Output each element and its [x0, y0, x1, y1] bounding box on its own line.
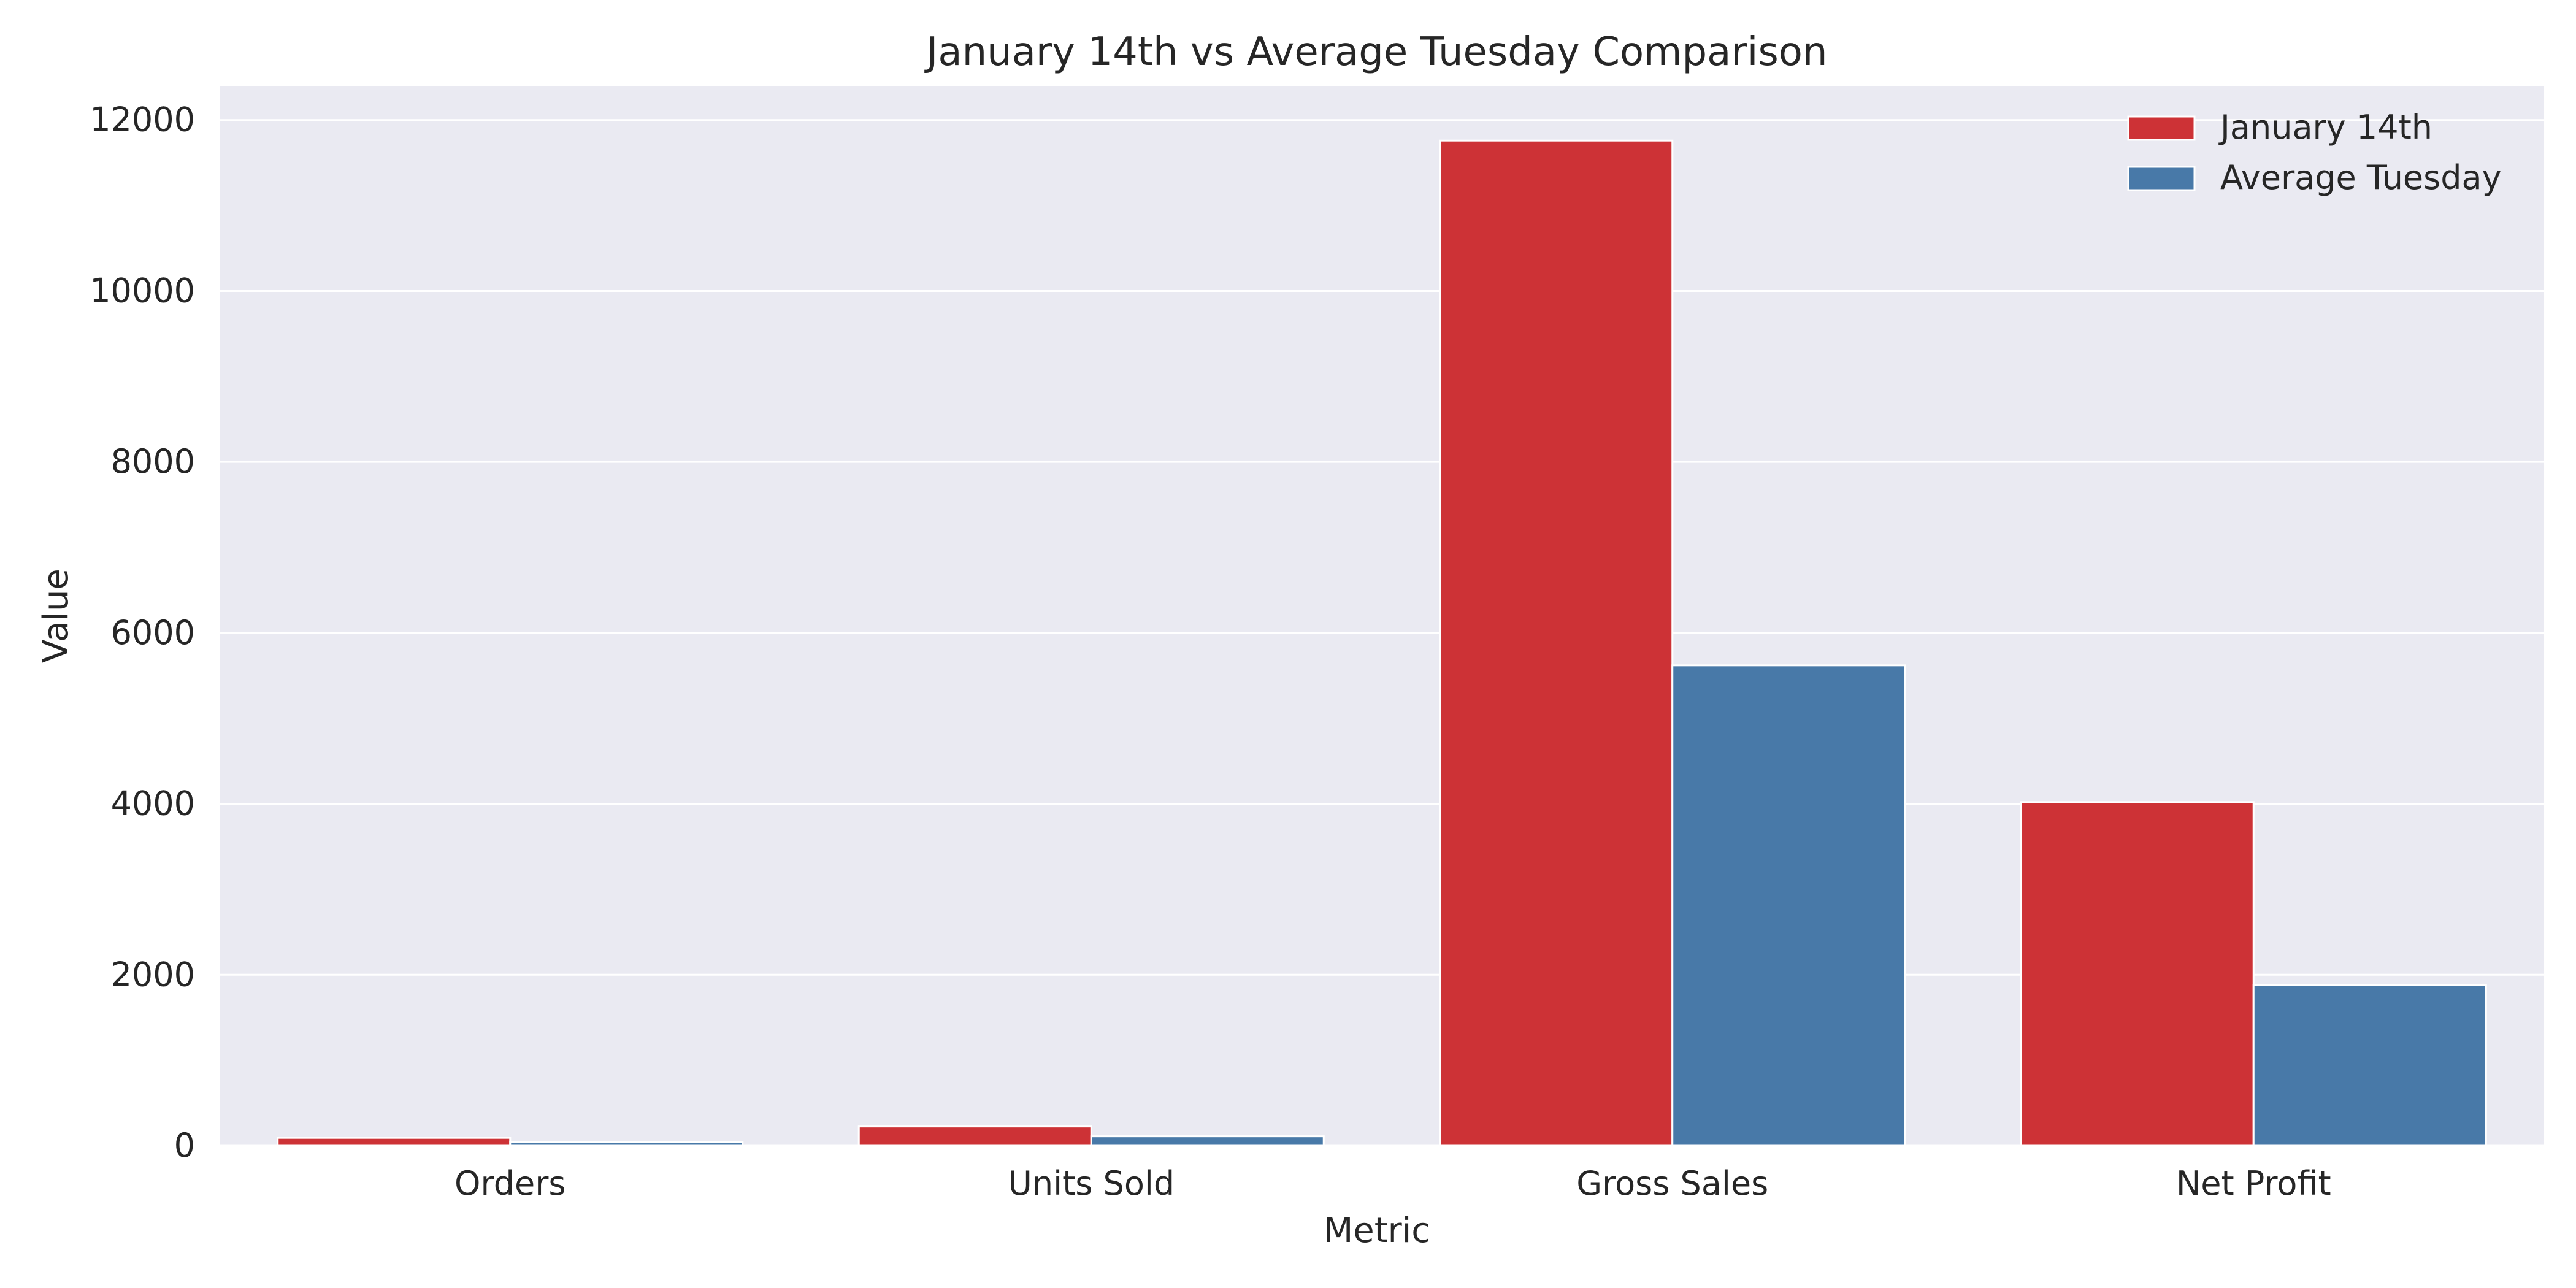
y-axis-ticks: 0 2000 4000 6000 8000 10000 12000 — [90, 101, 195, 1165]
legend-label-january-14th: January 14th — [2218, 108, 2432, 147]
y-axis-label: Value — [36, 569, 76, 663]
bar-gross-sales-series-0 — [1439, 139, 1674, 1147]
chart-title: January 14th vs Average Tuesday Comparis… — [924, 29, 1827, 75]
y-tick-label: 4000 — [111, 784, 195, 823]
bar-net-profit-series-1 — [2252, 984, 2487, 1147]
x-tick-label: Orders — [454, 1164, 566, 1203]
y-tick-label: 0 — [174, 1126, 195, 1165]
bars — [277, 139, 2487, 1147]
y-tick-label: 8000 — [111, 442, 195, 481]
x-tick-label: Net Profit — [2176, 1164, 2331, 1203]
x-axis-ticks: Orders Units Sold Gross Sales Net Profit — [454, 1164, 2331, 1203]
legend-swatch-average-tuesday — [2127, 166, 2196, 191]
bar-gross-sales-series-1 — [1671, 664, 1906, 1147]
bar-orders-series-0 — [277, 1137, 512, 1147]
x-tick-label: Gross Sales — [1576, 1164, 1768, 1203]
bar-orders-series-1 — [509, 1141, 744, 1147]
y-tick-label: 10000 — [90, 271, 195, 310]
bar-units-sold-series-0 — [857, 1125, 1092, 1147]
x-tick-label: Units Sold — [1008, 1164, 1175, 1203]
legend: January 14th Average Tuesday — [2127, 108, 2502, 197]
y-tick-label: 2000 — [111, 955, 195, 994]
bar-net-profit-series-0 — [2020, 801, 2255, 1147]
legend-swatch-january-14th — [2127, 115, 2196, 141]
y-tick-label: 12000 — [90, 101, 195, 139]
y-tick-label: 6000 — [111, 613, 195, 652]
bar-units-sold-series-1 — [1090, 1135, 1325, 1147]
legend-label-average-tuesday: Average Tuesday — [2220, 158, 2502, 197]
x-axis-label: Metric — [1324, 1211, 1430, 1251]
